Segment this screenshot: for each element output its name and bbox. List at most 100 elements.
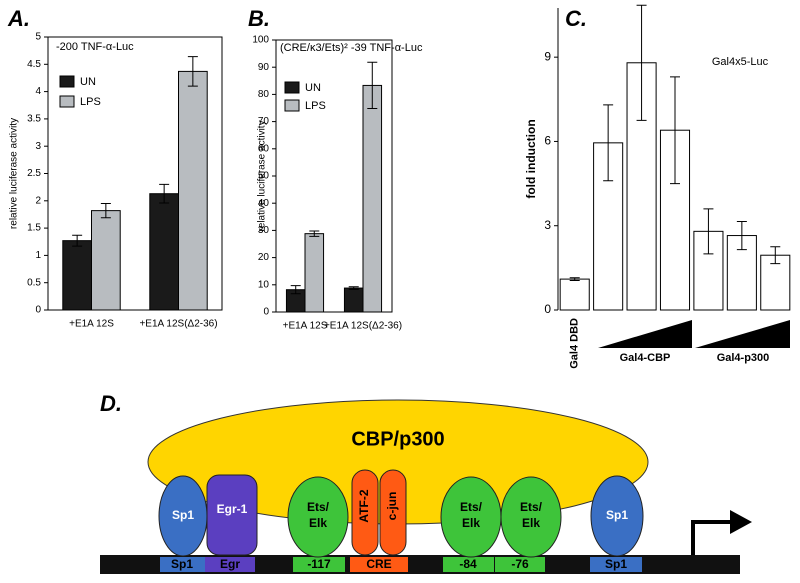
y-tick-label: 0 xyxy=(544,302,551,316)
bar xyxy=(559,278,590,311)
y-tick-label: 30 xyxy=(258,225,270,236)
site-label: Sp1 xyxy=(171,557,193,571)
error-bar xyxy=(736,221,747,251)
y-tick-label: 20 xyxy=(258,252,270,263)
protein-label: c-jun xyxy=(385,492,399,521)
bar xyxy=(178,70,208,311)
protein-label: ATF-2 xyxy=(357,489,371,522)
protein-label: Sp1 xyxy=(172,508,194,522)
legend-label: UN xyxy=(305,82,321,94)
error-bar xyxy=(100,203,111,219)
y-tick-label: 0 xyxy=(263,307,269,318)
x-tick-label: +E1A 12S(Δ2-36) xyxy=(324,321,402,332)
panel-label: A. xyxy=(7,6,30,31)
y-tick-label: 4 xyxy=(35,86,41,97)
y-tick-label: 0.5 xyxy=(27,277,41,288)
site-box xyxy=(443,557,494,572)
chart-title: -200 TNF-α-Luc xyxy=(56,41,134,53)
bar xyxy=(149,193,179,311)
protein xyxy=(287,476,349,558)
site-box xyxy=(590,557,642,572)
error-bar xyxy=(770,246,781,265)
site-box xyxy=(495,557,545,572)
site-label: -76 xyxy=(511,557,529,571)
legend-swatch xyxy=(59,95,75,108)
protein-label: Elk xyxy=(462,516,480,530)
panel-label: B. xyxy=(248,6,270,31)
protein-label: Ets/ xyxy=(460,500,483,514)
site-label: Egr xyxy=(220,557,240,571)
x-tick-label: +E1A 12S xyxy=(283,321,328,332)
group-label: Gal4-CBP xyxy=(620,352,671,364)
chart-title: (CRE/κ3/Ets)² -39 TNF-α-Luc xyxy=(280,42,423,54)
y-tick-label: 40 xyxy=(258,198,270,209)
y-tick-label: 4.5 xyxy=(27,59,41,70)
error-bar xyxy=(367,61,378,110)
protein xyxy=(351,469,379,556)
site-label: -84 xyxy=(459,557,477,571)
legend-swatch xyxy=(284,99,300,112)
error-bar xyxy=(187,56,198,87)
y-tick-label: 3 xyxy=(35,141,41,152)
error-bar xyxy=(703,208,714,255)
protein-label: Elk xyxy=(522,516,540,530)
y-tick-label: 70 xyxy=(258,116,270,127)
bar xyxy=(62,240,92,311)
error-bar xyxy=(309,230,320,237)
y-tick-label: 50 xyxy=(258,171,270,182)
y-tick-label: 9 xyxy=(544,49,551,63)
site-box xyxy=(160,557,205,572)
y-axis-label: relative luciferase activity xyxy=(9,118,20,229)
protein-label: Ets/ xyxy=(520,500,543,514)
legend-label: LPS xyxy=(305,100,326,112)
protein xyxy=(590,475,644,557)
error-bar xyxy=(159,183,170,204)
x-tick-label: +E1A 12S xyxy=(69,319,114,330)
ramp xyxy=(695,320,790,348)
x-tick-label: +E1A 12S(Δ2-36) xyxy=(139,319,217,330)
group-label: Gal4-p300 xyxy=(717,352,770,364)
y-axis-label: fold induction xyxy=(524,119,538,198)
site-label: CRE xyxy=(366,557,391,571)
site-box xyxy=(293,557,345,572)
bar xyxy=(91,210,121,311)
site-label: -117 xyxy=(307,557,331,571)
legend-label: UN xyxy=(80,76,96,88)
y-tick-label: 2.5 xyxy=(27,168,41,179)
y-tick-label: 80 xyxy=(258,89,270,100)
y-tick-label: 100 xyxy=(252,35,269,46)
protein-label: Sp1 xyxy=(606,508,628,522)
site-label: Sp1 xyxy=(605,557,627,571)
y-tick-label: 5 xyxy=(35,32,41,43)
protein xyxy=(206,474,258,556)
legend-swatch xyxy=(59,75,75,88)
y-tick-label: 60 xyxy=(258,143,270,154)
protein-label: Ets/ xyxy=(307,500,330,514)
y-tick-label: 1.5 xyxy=(27,223,41,234)
y-tick-label: 90 xyxy=(258,62,270,73)
site-box xyxy=(350,557,408,572)
chart-title: Gal4x5-Luc xyxy=(712,56,769,68)
y-axis-label: relative luciferase activity xyxy=(257,120,268,231)
y-tick-label: 10 xyxy=(258,279,270,290)
tss-arrow-head xyxy=(730,510,752,534)
y-tick-label: 1 xyxy=(35,250,41,261)
protein-label: Egr-1 xyxy=(217,502,248,516)
legend-swatch xyxy=(284,81,300,94)
y-tick-label: 2 xyxy=(35,195,41,206)
panel-label: D. xyxy=(100,391,122,416)
site-box xyxy=(205,557,255,572)
error-bar xyxy=(670,76,680,185)
protein xyxy=(500,476,562,558)
dna xyxy=(100,555,740,574)
error-bar xyxy=(569,277,580,282)
panel-label: C. xyxy=(565,6,587,31)
protein xyxy=(379,469,407,556)
protein-label: Elk xyxy=(309,516,327,530)
y-tick-label: 0 xyxy=(35,305,41,316)
x-tick-label: Gal4 DBD xyxy=(569,318,581,369)
panel-d: D. CBP/p300 Sp1 Egr -117 CRE -84 -76 Sp1… xyxy=(100,391,752,574)
legend-label: LPS xyxy=(80,96,101,108)
